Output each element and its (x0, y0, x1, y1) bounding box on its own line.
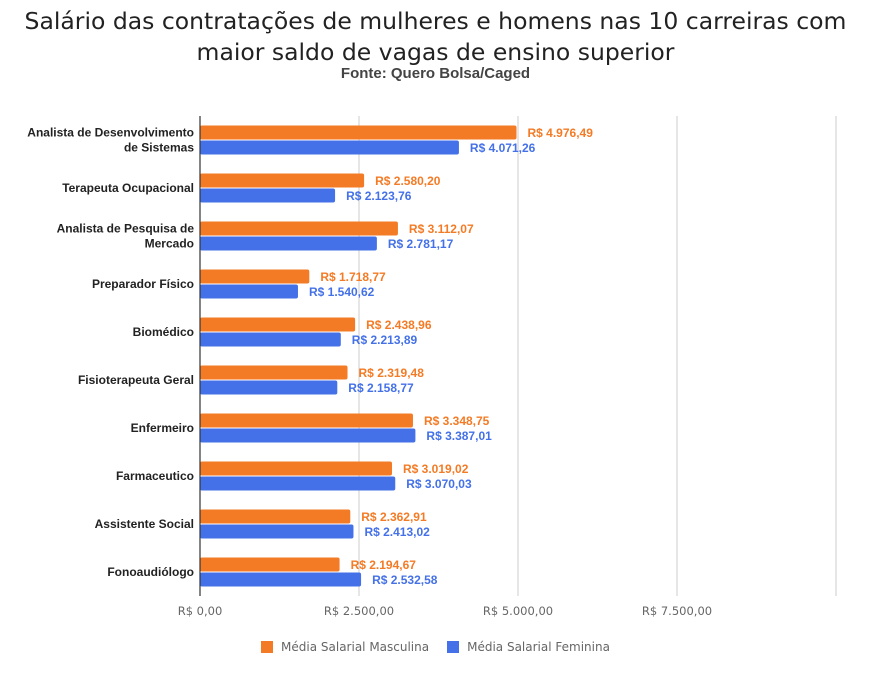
chart-subtitle: Fonte: Quero Bolsa/Caged (340, 65, 531, 82)
bar-female (200, 236, 377, 251)
bar-male (200, 317, 356, 332)
data-label-male: R$ 2.580,20 (375, 174, 441, 188)
category-label: Analista de Desenvolvimento de Sistemas (27, 126, 194, 155)
bar-female (200, 428, 416, 443)
bar-female (200, 572, 362, 587)
data-label-male: R$ 2.362,91 (361, 510, 427, 524)
category-label-line: de Sistemas (124, 141, 194, 155)
bar-male (200, 557, 340, 572)
chart-title-line-1: Salário das contratações de mulheres e h… (24, 7, 847, 35)
category-label-line: Fonoaudiólogo (107, 565, 194, 579)
category-label-line: Enfermeiro (131, 421, 194, 435)
data-label-female: R$ 1.540,62 (309, 285, 375, 299)
category-label-line: Biomédico (133, 325, 194, 339)
legend-label-female: Média Salarial Feminina (467, 640, 610, 654)
data-label-female: R$ 2.123,76 (346, 189, 412, 203)
category-label-line: Assistente Social (95, 517, 194, 531)
bar-female (200, 284, 298, 299)
bar-female (200, 188, 336, 203)
category-label: Analista de Pesquisa de Mercado (57, 222, 195, 251)
bar-female (200, 380, 338, 395)
data-label-female: R$ 4.071,26 (470, 141, 536, 155)
bar-male (200, 221, 398, 236)
data-label-male: R$ 2.438,96 (366, 318, 432, 332)
category-label-line: Farmaceutico (116, 469, 194, 483)
bar-female (200, 140, 459, 155)
category-label: Fonoaudiólogo (107, 565, 194, 579)
data-label-female: R$ 2.413,02 (364, 525, 430, 539)
category-label: Farmaceutico (116, 469, 194, 483)
bar-male (200, 125, 517, 140)
data-label-male: R$ 3.348,75 (424, 414, 490, 428)
category-label-line: Analista de Pesquisa de (57, 222, 195, 236)
legend-label-male: Média Salarial Masculina (281, 640, 430, 654)
legend-swatch-female (447, 641, 460, 653)
category-label: Enfermeiro (131, 421, 194, 435)
data-label-male: R$ 1.718,77 (320, 270, 386, 284)
category-label-line: Analista de Desenvolvimento (27, 126, 194, 140)
bar-male (200, 365, 348, 380)
bar-male (200, 461, 393, 476)
legend-swatch-male (261, 641, 274, 653)
chart-title-line-2: maior saldo de vagas de ensino superior (196, 38, 675, 66)
x-tick-label: R$ 0,00 (178, 604, 223, 618)
chart-title: Salário das contratações de mulheres e h… (0, 6, 871, 68)
category-label: Terapeuta Ocupacional (62, 181, 194, 195)
data-label-female: R$ 3.387,01 (426, 429, 492, 443)
data-label-female: R$ 2.213,89 (352, 333, 418, 347)
chart-legend: Média Salarial Masculina Média Salarial … (0, 640, 871, 654)
category-label: Preparador Físico (92, 277, 194, 291)
x-tick-label: R$ 7.500,00 (642, 604, 712, 618)
legend-item-male: Média Salarial Masculina (261, 640, 429, 654)
category-label-line: Preparador Físico (92, 277, 194, 291)
category-label: Biomédico (133, 325, 194, 339)
bar-male (200, 413, 413, 428)
bar-male (200, 269, 310, 284)
data-label-female: R$ 2.532,58 (372, 573, 438, 587)
data-label-male: R$ 2.194,67 (351, 558, 417, 572)
bar-female (200, 476, 396, 491)
bar-male (200, 509, 351, 524)
bar-female (200, 524, 354, 539)
x-tick-label: R$ 5.000,00 (483, 604, 553, 618)
legend-item-female: Média Salarial Feminina (447, 640, 610, 654)
x-tick-label: R$ 2.500,00 (324, 604, 394, 618)
data-label-male: R$ 2.319,48 (359, 366, 425, 380)
bar-chart: R$ 0,00 R$ 2.500,00 R$ 5.000,00 R$ 7.500,00… (27, 116, 837, 618)
category-label: Fisioterapeuta Geral (78, 373, 194, 387)
category-label: Assistente Social (95, 517, 194, 531)
data-label-female: R$ 3.070,03 (406, 477, 472, 491)
category-label-line: Mercado (145, 237, 194, 251)
category-label-line: Terapeuta Ocupacional (62, 181, 194, 195)
bar-female (200, 332, 341, 347)
category-label-line: Fisioterapeuta Geral (78, 373, 194, 387)
data-label-male: R$ 3.112,07 (409, 222, 474, 236)
data-label-male: R$ 4.976,49 (528, 126, 594, 140)
data-label-female: R$ 2.158,77 (348, 381, 414, 395)
data-label-female: R$ 2.781,17 (388, 237, 454, 251)
bar-male (200, 173, 365, 188)
data-label-male: R$ 3.019,02 (403, 462, 469, 476)
